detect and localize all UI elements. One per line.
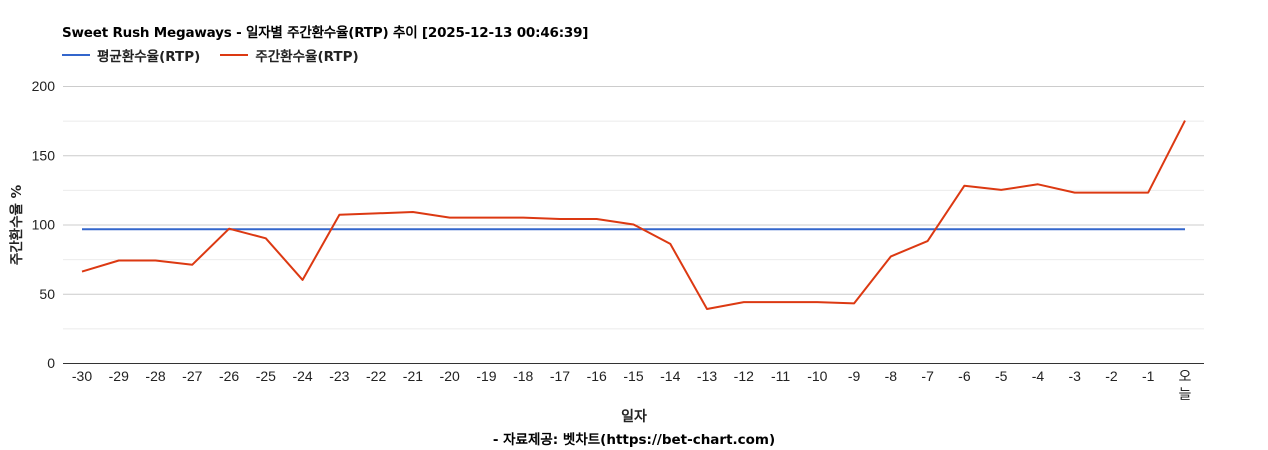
x-tick-label: -5 — [995, 368, 1008, 384]
legend: 평균환수율(RTP) 주간환수율(RTP) — [62, 45, 379, 65]
x-tick-label: -15 — [623, 368, 643, 384]
legend-item-average-rtp[interactable]: 평균환수율(RTP) — [62, 45, 200, 65]
x-tick-label: -23 — [329, 368, 349, 384]
x-tick-label: -30 — [72, 368, 92, 384]
y-tick-label: 50 — [39, 286, 55, 302]
x-tick-label: -28 — [145, 368, 165, 384]
x-tick-label: -16 — [587, 368, 607, 384]
y-tick-label: 0 — [47, 355, 55, 371]
x-tick-label: -17 — [550, 368, 570, 384]
data-source-credit: - 자료제공: 벳차트(https://bet-chart.com) — [492, 432, 776, 448]
x-tick-label: -29 — [109, 368, 129, 384]
x-tick-label: 늘 — [1179, 387, 1192, 403]
x-tick-label: -7 — [921, 368, 934, 384]
x-tick-label: -24 — [292, 368, 312, 384]
y-tick-label: 100 — [32, 217, 56, 233]
x-tick-label: -1 — [1142, 368, 1155, 384]
y-tick-label: 150 — [32, 147, 56, 163]
legend-item-weekly-rtp[interactable]: 주간환수율(RTP) — [220, 45, 359, 65]
series-line-weekly-rtp[interactable] — [81, 120, 1186, 310]
x-tick-label: -8 — [885, 368, 898, 384]
x-tick-label: -19 — [476, 368, 496, 384]
x-tick-label: -9 — [848, 368, 861, 384]
y-tick-label: 200 — [32, 78, 56, 94]
x-tick-label: 오 — [1179, 369, 1192, 385]
x-tick-label: -25 — [256, 368, 276, 384]
x-tick-label: -6 — [958, 368, 971, 384]
x-tick-label: -27 — [182, 368, 202, 384]
x-tick-label: -10 — [807, 368, 827, 384]
legend-swatch-weekly — [220, 54, 249, 56]
x-tick-label: -13 — [697, 368, 717, 384]
chart-title: Sweet Rush Megaways - 일자별 주간환수율(RTP) 추이 … — [62, 25, 589, 41]
x-tick-label: -3 — [1068, 368, 1081, 384]
x-tick-label: -11 — [771, 368, 790, 384]
x-tick-label: -18 — [513, 368, 533, 384]
x-tick-label: -22 — [366, 368, 386, 384]
x-tick-label: -20 — [440, 368, 460, 384]
x-tick-label: -26 — [219, 368, 239, 384]
legend-label-weekly: 주간환수율(RTP) — [255, 49, 359, 65]
x-tick-label: -21 — [403, 368, 423, 384]
x-axis-title: 일자 — [621, 409, 647, 425]
x-tick-label: -2 — [1105, 368, 1118, 384]
x-tick-label: -4 — [1032, 368, 1045, 384]
legend-label-average: 평균환수율(RTP) — [97, 49, 201, 65]
legend-swatch-average — [62, 54, 90, 56]
x-tick-label: -12 — [734, 368, 754, 384]
x-tick-label: -14 — [660, 368, 680, 384]
